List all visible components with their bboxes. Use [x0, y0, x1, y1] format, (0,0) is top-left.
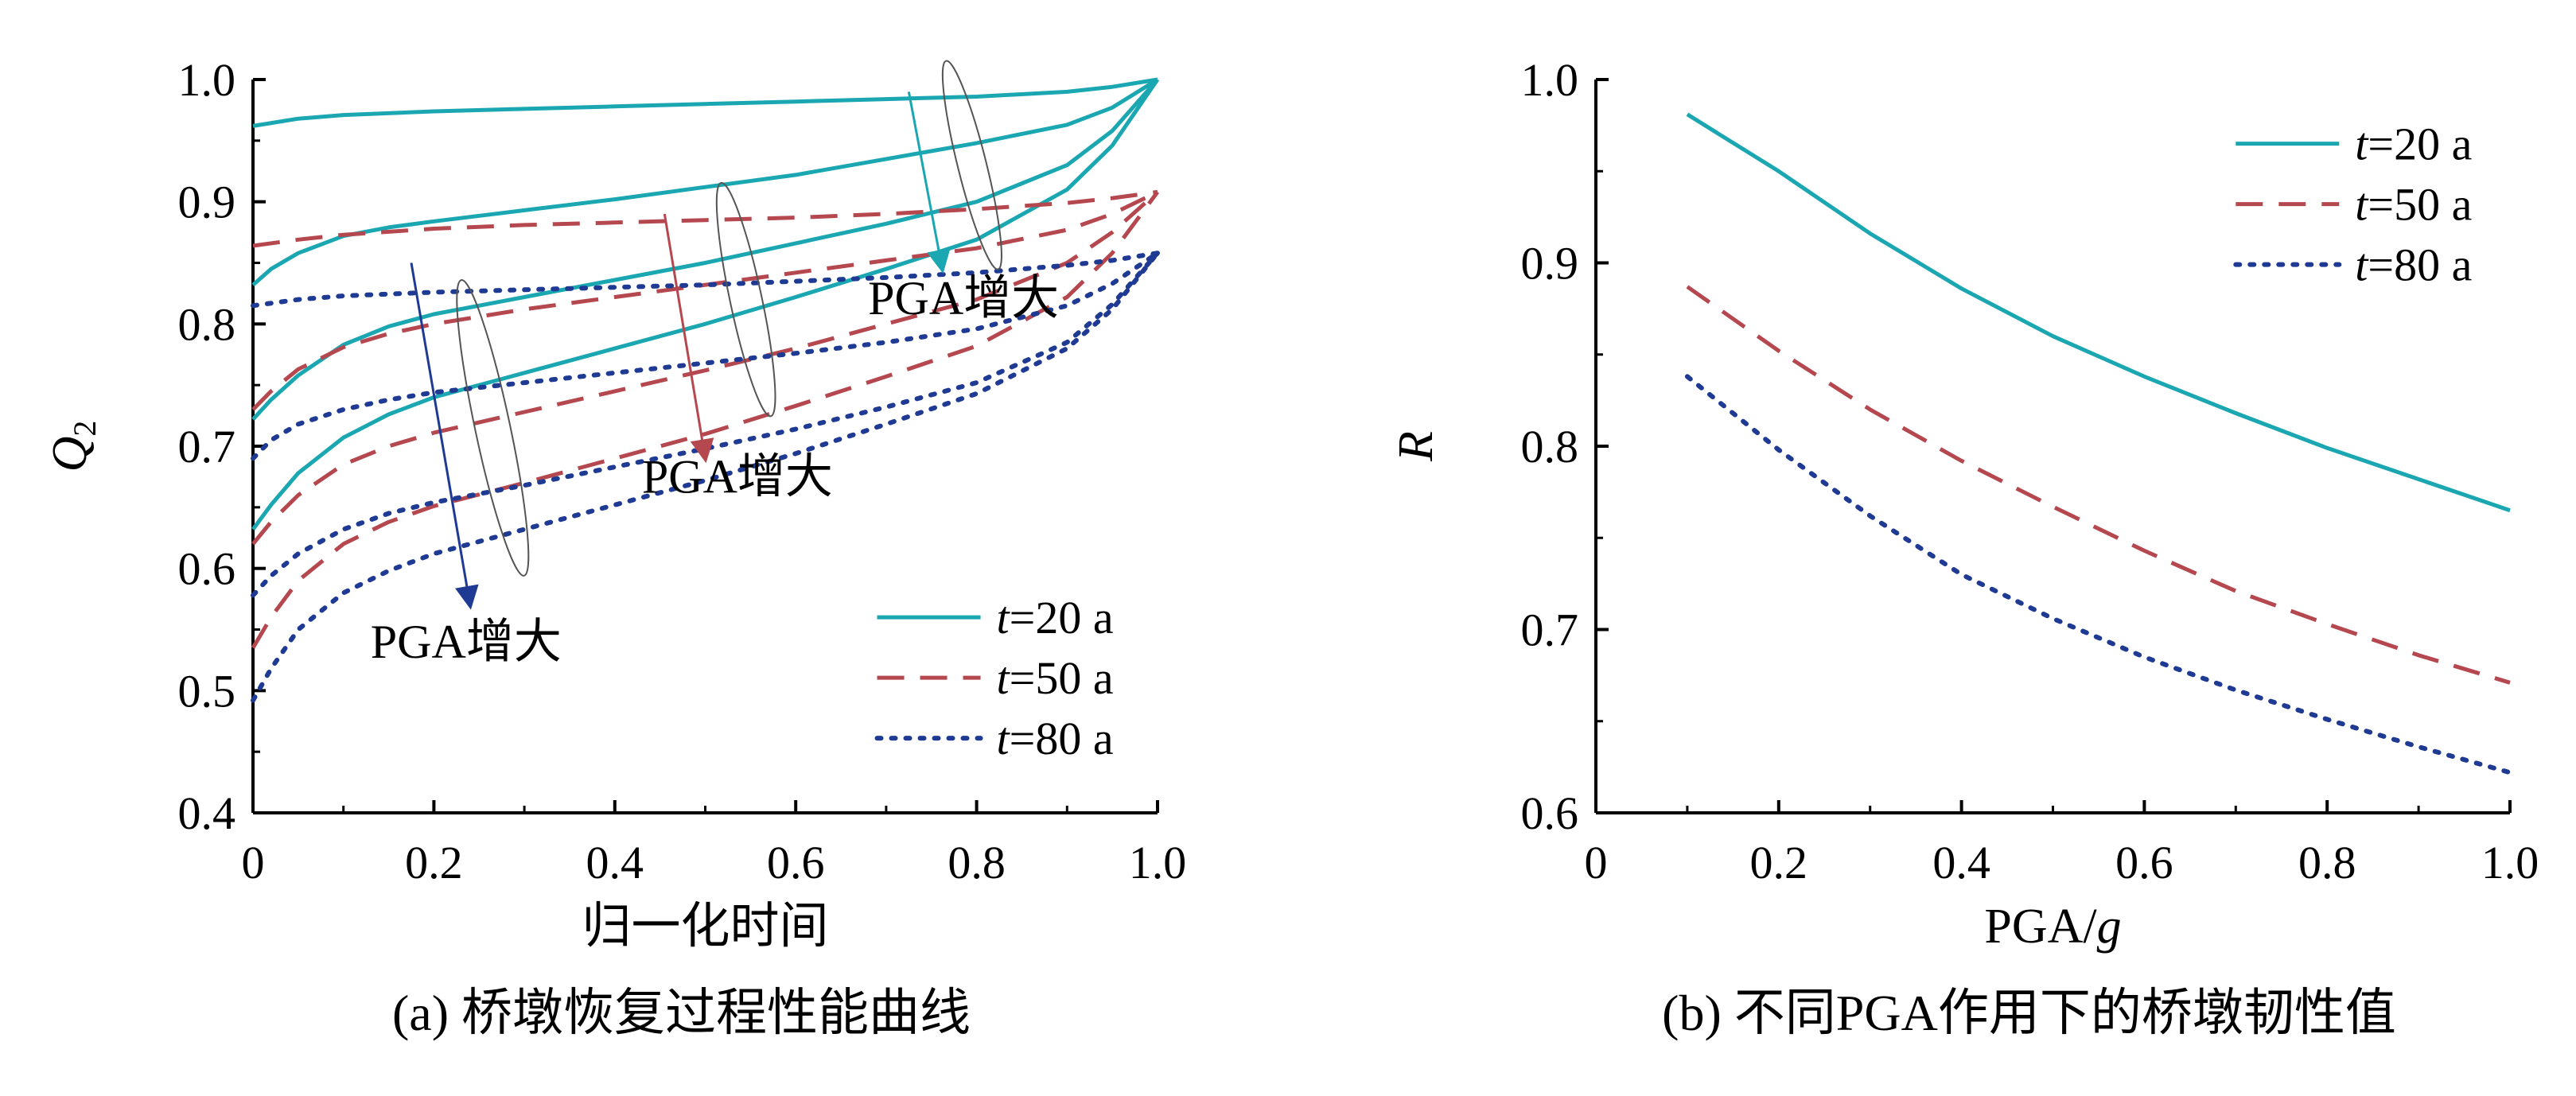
- series-line: [1684, 374, 2512, 775]
- pga-arrow: [907, 91, 951, 274]
- legend-entry: t=80 a: [2355, 239, 2472, 291]
- y-tick-label: 0.9: [1521, 238, 1579, 290]
- y-axis-label: Q2: [43, 421, 103, 472]
- y-tick-label: 0.7: [178, 421, 236, 472]
- y-tick-label: 0.4: [178, 787, 236, 839]
- x-tick-label: 0.2: [1750, 837, 1808, 888]
- pga-ellipse: [715, 181, 776, 418]
- legend-entry: t=20 a: [997, 592, 1114, 643]
- series-line: [252, 189, 1158, 248]
- legend-entry: t=80 a: [997, 713, 1114, 764]
- legend-entry: t=50 a: [997, 652, 1114, 704]
- chart-b-resilience-values: 0 0.2 0.4 0.6 0.8 1.0 0.6 0.7 0.8 0.9 1.0 PGA/g R (b)…: [1389, 54, 2539, 1041]
- y-axis-label: R: [1389, 431, 1443, 462]
- legend-entry: t=20 a: [2355, 119, 2472, 170]
- series-line: [251, 251, 1160, 309]
- pga-arrow: [410, 262, 479, 610]
- pga-ellipse: [456, 279, 530, 577]
- x-tick-label: 0.4: [1932, 837, 1990, 888]
- series-line: [251, 77, 1159, 287]
- x-tick-label: 0.6: [2115, 837, 2173, 888]
- y-tick-label: 0.6: [1521, 787, 1579, 839]
- x-tick-label: 0.6: [767, 837, 825, 888]
- legend-entry-italic: t: [2355, 239, 2369, 291]
- series-line: [251, 78, 1159, 421]
- legend-entry-italic: t: [2355, 179, 2369, 231]
- legend-entry: t=50 a: [2355, 179, 2472, 231]
- series-line: [251, 190, 1160, 649]
- x-tick-label: 0: [1585, 837, 1608, 888]
- series-line: [252, 77, 1158, 128]
- y-axis-label-subscript: 2: [67, 421, 103, 437]
- series-line: [251, 190, 1159, 411]
- x-tick-label: 0.4: [586, 837, 644, 888]
- series-line: [251, 251, 1160, 598]
- y-tick-label: 1.0: [178, 54, 236, 106]
- y-tick-label: 0.8: [1521, 421, 1579, 472]
- y-tick-label: 0.5: [178, 665, 236, 717]
- legend-entry-italic: t: [997, 713, 1011, 764]
- x-tick-label: 0.8: [2298, 837, 2356, 888]
- series-line: [1686, 112, 2511, 513]
- series-line: [251, 251, 1160, 461]
- legend-entry-italic: t: [997, 592, 1011, 643]
- pga-annotation: PGA增大: [642, 450, 833, 503]
- x-tick-label: 1.0: [2481, 837, 2539, 888]
- x-axis-label-italic: g: [2097, 900, 2122, 954]
- chart-a-recovery-curves: 0 0.2 0.4 0.6 0.8 1.0 0.4 0.5 0.6 0.7 0.8 0.9 1.0 归一化…: [43, 54, 1186, 1041]
- y-tick-label: 1.0: [1521, 54, 1579, 106]
- pga-arrow: [663, 213, 714, 464]
- x-tick-label: 1.0: [1129, 837, 1187, 888]
- y-tick-label: 0.9: [178, 177, 236, 228]
- pga-annotation: PGA增大: [371, 616, 562, 668]
- x-tick-label: 0.2: [405, 837, 463, 888]
- legend-entry-italic: t: [2355, 119, 2369, 170]
- series-line: [1686, 285, 2511, 685]
- series-line: [251, 251, 1160, 703]
- chart-caption: (a) 桥墩恢复过程性能曲线: [392, 985, 971, 1041]
- x-tick-label: 0.8: [948, 837, 1006, 888]
- pga-annotation: PGA增大: [868, 272, 1059, 325]
- y-tick-label: 0.6: [178, 543, 236, 595]
- y-tick-label: 0.8: [178, 298, 236, 350]
- x-axis-label: 归一化时间: [582, 900, 828, 954]
- x-axis-label: PGA/g: [1984, 900, 2121, 954]
- series-line: [251, 190, 1159, 546]
- y-tick-label: 0.7: [1521, 604, 1579, 656]
- pga-ellipse: [941, 60, 1002, 270]
- x-tick-label: 0: [242, 837, 265, 888]
- chart-caption: (b) 不同PGA作用下的桥墩韧性值: [1662, 985, 2396, 1041]
- legend-entry-italic: t: [997, 652, 1011, 704]
